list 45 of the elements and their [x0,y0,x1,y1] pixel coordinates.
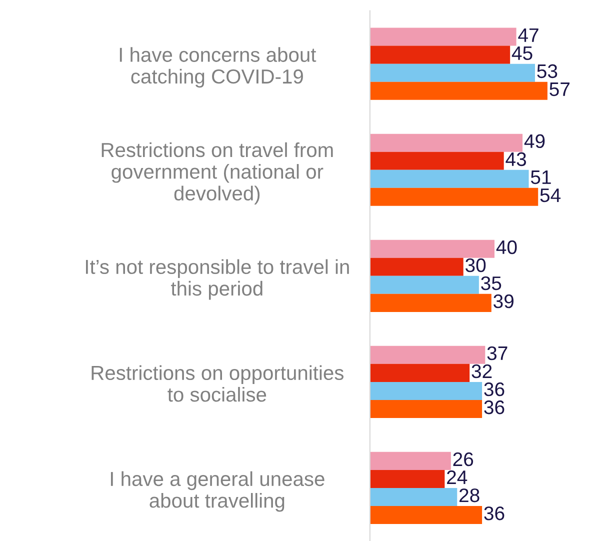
y-tick-label: Restrictions on opportunities to socialise [92,365,344,402]
data-label: 36 [484,506,504,520]
y-tick-label: It’s not responsible to travel in this period [86,259,349,300]
bar [370,382,482,400]
data-label: 30 [465,258,486,272]
data-label: 51 [530,170,551,184]
data-label: 35 [481,276,502,290]
data-label: 43 [506,152,526,166]
bar [370,170,529,188]
bar [370,134,523,152]
y-tick-label: Restrictions on travel from government (national or devolved) [102,142,333,204]
bar [370,400,482,418]
bar [370,346,486,364]
bar [370,294,492,312]
bar [370,152,504,170]
bar [370,470,445,488]
data-label: 54 [540,188,561,202]
data-label: 39 [494,294,514,308]
data-label: 32 [472,364,492,378]
data-label: 47 [518,28,538,42]
data-label: 53 [537,64,558,78]
bar [370,452,451,470]
bar [370,28,516,46]
bar [370,82,548,100]
y-tick-label: I have a general unease about travelling [110,471,324,512]
data-label: 36 [484,400,504,414]
bar [370,506,482,524]
data-label: 28 [460,488,480,502]
bar [370,64,535,82]
bar [370,258,464,276]
bar [370,276,479,294]
data-label: 24 [447,470,468,484]
y-tick-label: I have concerns about catching COVID-19 [120,47,316,88]
data-label: 26 [453,452,474,466]
data-label: 45 [512,46,532,60]
bar [370,188,538,206]
data-label: 40 [496,240,517,254]
data-label: 49 [524,134,545,148]
data-label: 57 [550,82,570,96]
bar [370,488,458,506]
bar [370,46,510,64]
data-label: 36 [484,382,504,396]
bar [370,240,495,258]
bar [370,364,470,382]
data-label: 37 [487,346,508,360]
